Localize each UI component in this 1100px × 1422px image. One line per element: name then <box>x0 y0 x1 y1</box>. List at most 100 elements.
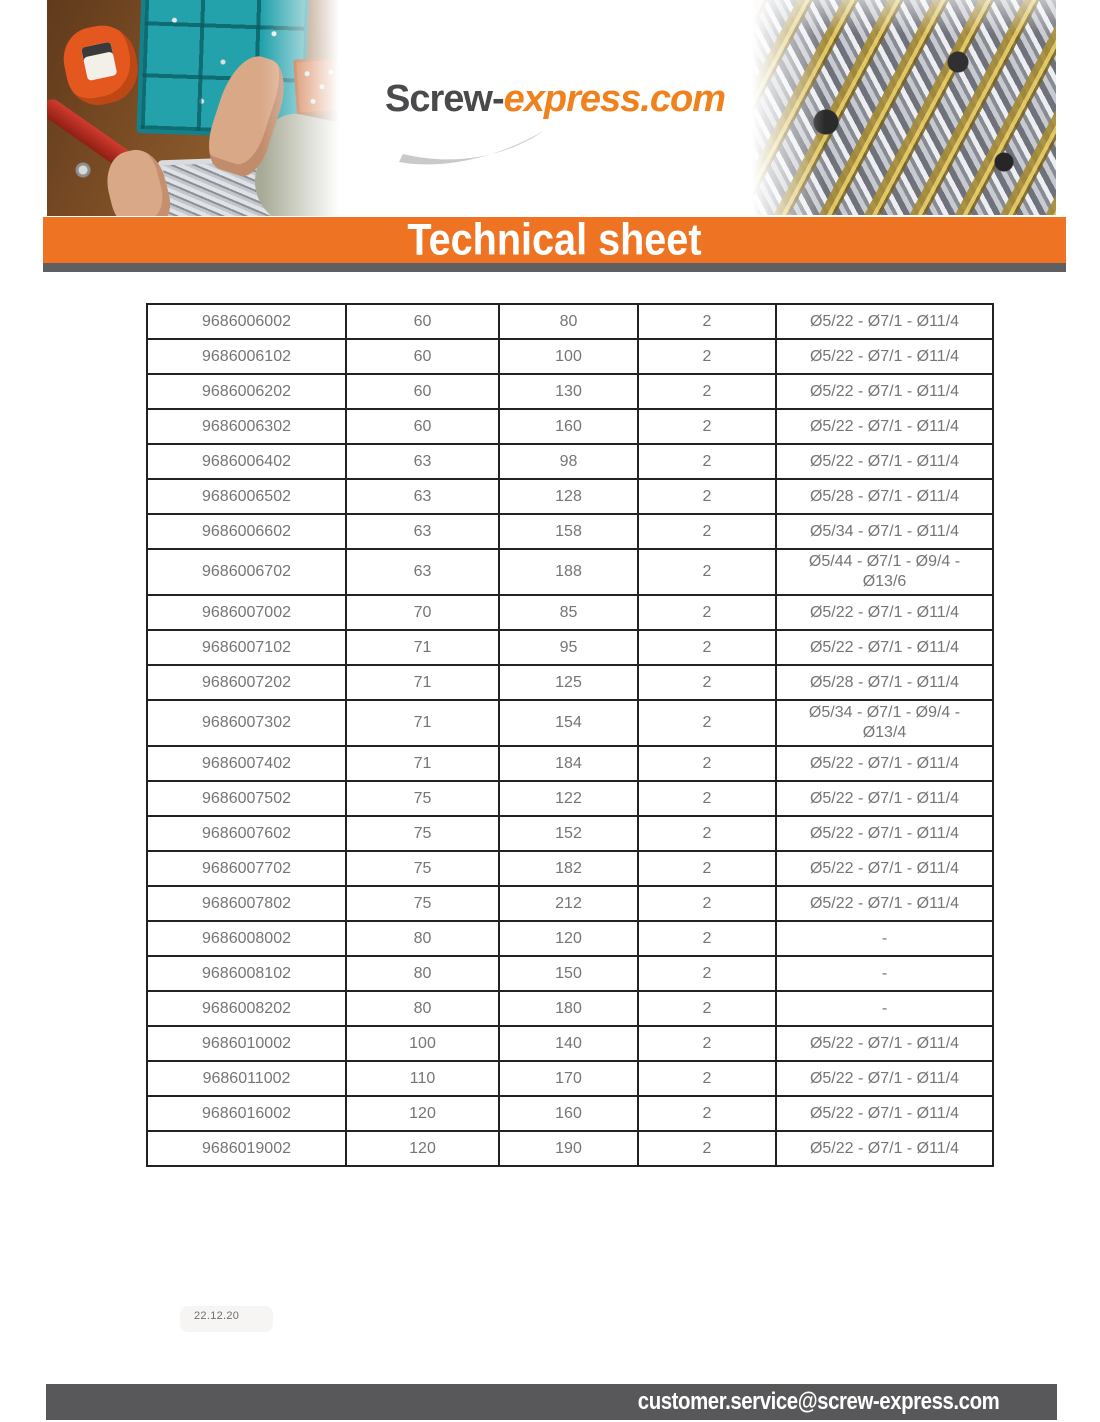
cell-article-number: 9686006102 <box>146 338 347 375</box>
cell-article-number: 9686007002 <box>146 594 347 631</box>
table-row: 9686007302 71 154 2 Ø5/34 - Ø7/1 - Ø9/4 … <box>146 699 994 747</box>
logo-text: Screw-express.com <box>385 78 745 121</box>
cell-dimension-1: 71 <box>345 745 500 782</box>
cell-dimension-2: 125 <box>498 664 639 701</box>
spec-table-body: 9686006002 60 80 2 Ø5/22 - Ø7/1 - Ø11/4 … <box>146 303 994 1167</box>
hand-graphic <box>199 48 295 182</box>
cell-dimension-2: 128 <box>498 478 639 515</box>
cell-quantity: 2 <box>637 955 777 992</box>
cell-dimension-2: 158 <box>498 513 639 550</box>
table-row: 9686008102 80 150 2 - <box>146 955 994 992</box>
cell-quantity: 2 <box>637 303 777 340</box>
cell-article-number: 9686008102 <box>146 955 347 992</box>
cell-dimension-2: 184 <box>498 745 639 782</box>
cell-dimension-1: 100 <box>345 1025 500 1062</box>
cell-article-number: 9686007102 <box>146 629 347 666</box>
cell-dimension-1: 63 <box>345 443 500 480</box>
cell-dimension-1: 75 <box>345 885 500 922</box>
cell-quantity: 2 <box>637 443 777 480</box>
cell-quantity: 2 <box>637 478 777 515</box>
cell-diameter-spec: Ø5/22 - Ø7/1 - Ø11/4 <box>775 1025 994 1062</box>
table-row: 9686006302 60 160 2 Ø5/22 - Ø7/1 - Ø11/4 <box>146 408 994 445</box>
cell-article-number: 9686006702 <box>146 548 347 596</box>
cell-dimension-2: 180 <box>498 990 639 1027</box>
cell-dimension-2: 80 <box>498 303 639 340</box>
cell-dimension-2: 98 <box>498 443 639 480</box>
cell-article-number: 9686007602 <box>146 815 347 852</box>
cell-quantity: 2 <box>637 1025 777 1062</box>
table-row: 9686006102 60 100 2 Ø5/22 - Ø7/1 - Ø11/4 <box>146 338 994 375</box>
cell-quantity: 2 <box>637 513 777 550</box>
cell-diameter-spec: Ø5/44 - Ø7/1 - Ø9/4 - Ø13/6 <box>775 548 994 596</box>
cell-dimension-2: 154 <box>498 699 639 747</box>
cell-article-number: 9686006002 <box>146 303 347 340</box>
cell-diameter-spec: Ø5/22 - Ø7/1 - Ø11/4 <box>775 745 994 782</box>
cell-article-number: 9686008202 <box>146 990 347 1027</box>
revision-date: 22.12.20 <box>180 1306 274 1332</box>
cell-dimension-1: 71 <box>345 699 500 747</box>
table-row: 9686011002 110 170 2 Ø5/22 - Ø7/1 - Ø11/… <box>146 1060 994 1097</box>
cell-quantity: 2 <box>637 629 777 666</box>
cell-dimension-2: 188 <box>498 548 639 596</box>
cell-dimension-1: 75 <box>345 780 500 817</box>
cell-article-number: 9686019002 <box>146 1130 347 1167</box>
cell-quantity: 2 <box>637 373 777 410</box>
technical-sheet-banner: Technical sheet <box>43 214 1066 265</box>
cell-dimension-1: 63 <box>345 478 500 515</box>
table-row: 9686006502 63 128 2 Ø5/28 - Ø7/1 - Ø11/4 <box>146 478 994 515</box>
cell-diameter-spec: Ø5/34 - Ø7/1 - Ø11/4 <box>775 513 994 550</box>
page-title: Technical sheet <box>407 214 702 265</box>
table-row: 9686006002 60 80 2 Ø5/22 - Ø7/1 - Ø11/4 <box>146 303 994 340</box>
cell-dimension-1: 60 <box>345 303 500 340</box>
cell-dimension-1: 60 <box>345 373 500 410</box>
small-parts-box-graphic <box>293 56 343 116</box>
cell-dimension-2: 160 <box>498 408 639 445</box>
cell-diameter-spec: Ø5/22 - Ø7/1 - Ø11/4 <box>775 303 994 340</box>
cell-quantity: 2 <box>637 699 777 747</box>
cell-article-number: 9686006302 <box>146 408 347 445</box>
cell-diameter-spec: Ø5/22 - Ø7/1 - Ø11/4 <box>775 338 994 375</box>
cell-dimension-2: 95 <box>498 629 639 666</box>
cell-quantity: 2 <box>637 780 777 817</box>
cell-article-number: 9686008002 <box>146 920 347 957</box>
cell-dimension-2: 182 <box>498 850 639 887</box>
cell-diameter-spec: Ø5/22 - Ø7/1 - Ø11/4 <box>775 408 994 445</box>
screws-tray-graphic <box>157 155 299 216</box>
cell-diameter-spec: Ø5/28 - Ø7/1 - Ø11/4 <box>775 478 994 515</box>
cell-article-number: 9686007702 <box>146 850 347 887</box>
cell-dimension-2: 170 <box>498 1060 639 1097</box>
cell-quantity: 2 <box>637 815 777 852</box>
screw-express-logo: Screw-express.com <box>385 78 745 165</box>
cell-article-number: 9686007802 <box>146 885 347 922</box>
table-row: 9686007102 71 95 2 Ø5/22 - Ø7/1 - Ø11/4 <box>146 629 994 666</box>
cell-dimension-1: 63 <box>345 513 500 550</box>
cell-article-number: 9686007502 <box>146 780 347 817</box>
footer-bar: customer.service@screw-express.com <box>46 1384 1057 1420</box>
cell-diameter-spec: Ø5/34 - Ø7/1 - Ø9/4 - Ø13/4 <box>775 699 994 747</box>
cell-dimension-2: 85 <box>498 594 639 631</box>
cell-dimension-1: 80 <box>345 990 500 1027</box>
cell-quantity: 2 <box>637 548 777 596</box>
cell-dimension-2: 152 <box>498 815 639 852</box>
cell-diameter-spec: Ø5/28 - Ø7/1 - Ø11/4 <box>775 664 994 701</box>
cell-diameter-spec: Ø5/22 - Ø7/1 - Ø11/4 <box>775 629 994 666</box>
screwdriver-graphic <box>47 95 148 181</box>
cell-dimension-1: 75 <box>345 850 500 887</box>
workbench-photo <box>47 0 345 216</box>
cell-diameter-spec: Ø5/22 - Ø7/1 - Ø11/4 <box>775 1130 994 1167</box>
cell-article-number: 9686006502 <box>146 478 347 515</box>
cell-article-number: 9686016002 <box>146 1095 347 1132</box>
table-row: 9686016002 120 160 2 Ø5/22 - Ø7/1 - Ø11/… <box>146 1095 994 1132</box>
table-row: 9686007402 71 184 2 Ø5/22 - Ø7/1 - Ø11/4 <box>146 745 994 782</box>
cell-diameter-spec: Ø5/22 - Ø7/1 - Ø11/4 <box>775 850 994 887</box>
cell-diameter-spec: Ø5/22 - Ø7/1 - Ø11/4 <box>775 1095 994 1132</box>
customer-service-email: customer.service@screw-express.com <box>637 1388 999 1415</box>
cell-quantity: 2 <box>637 920 777 957</box>
cell-dimension-1: 60 <box>345 338 500 375</box>
cell-dimension-1: 120 <box>345 1095 500 1132</box>
screws-pile-photo <box>752 0 1056 215</box>
cell-dimension-1: 80 <box>345 920 500 957</box>
table-row: 9686006602 63 158 2 Ø5/34 - Ø7/1 - Ø11/4 <box>146 513 994 550</box>
table-row: 9686007202 71 125 2 Ø5/28 - Ø7/1 - Ø11/4 <box>146 664 994 701</box>
